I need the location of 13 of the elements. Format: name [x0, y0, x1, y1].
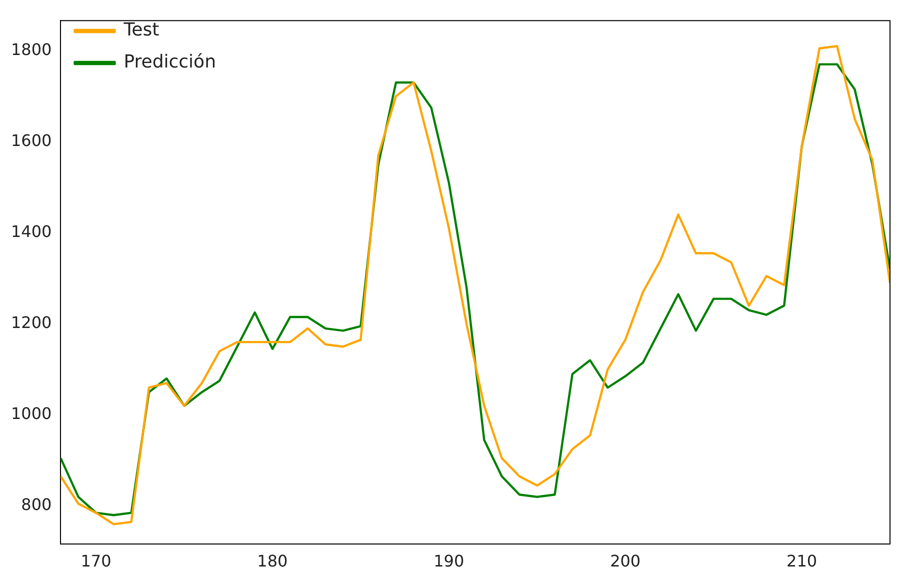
y-tick-label: 800 — [21, 495, 52, 514]
x-tick-label: 190 — [434, 552, 464, 571]
x-tick-label: 170 — [80, 552, 112, 571]
y-tick-label: 1400 — [11, 222, 52, 241]
legend-label: Test — [122, 20, 160, 41]
y-tick-label: 1000 — [11, 404, 52, 424]
y-tick-label: 1600 — [11, 130, 52, 150]
y-tick-label: 1200 — [11, 313, 52, 332]
x-tick-label: 200 — [610, 552, 641, 571]
legend-label: Predicción — [124, 52, 216, 73]
x-tick-label: 210 — [786, 552, 818, 571]
y-tick-label: 1800 — [11, 40, 52, 59]
x-tick-label: 180 — [257, 552, 288, 571]
